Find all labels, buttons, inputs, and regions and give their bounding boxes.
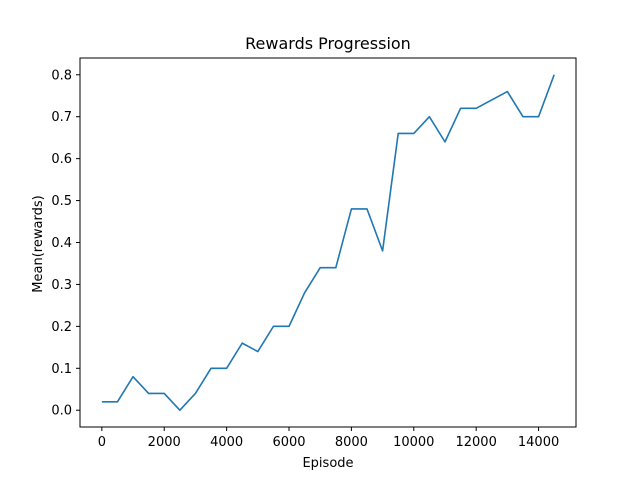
y-tick-label: 0.6 bbox=[51, 152, 72, 167]
plot-area bbox=[79, 57, 577, 428]
y-tick-label: 0.7 bbox=[51, 110, 72, 125]
y-tick-label: 0.1 bbox=[51, 362, 72, 377]
x-tick-label: 8000 bbox=[335, 435, 368, 450]
x-axis-ticks: 0 2000 4000 6000 8000 10000 12000 14000 bbox=[98, 427, 559, 450]
x-tick-label: 14000 bbox=[518, 435, 559, 450]
x-tick-label: 10000 bbox=[393, 435, 434, 450]
x-tick-label: 0 bbox=[98, 435, 106, 450]
y-axis-ticks: 0.0 0.1 0.2 0.3 0.4 0.5 0.6 0.7 0.8 bbox=[51, 68, 80, 419]
y-tick-label: 0.2 bbox=[51, 320, 72, 335]
y-tick-label: 0.5 bbox=[51, 194, 72, 209]
y-tick-label: 0.3 bbox=[51, 278, 72, 293]
x-tick-label: 6000 bbox=[272, 435, 305, 450]
x-tick-label: 12000 bbox=[455, 435, 496, 450]
x-axis-label: Episode bbox=[302, 456, 353, 471]
x-tick-label: 2000 bbox=[148, 435, 181, 450]
chart-title: Rewards Progression bbox=[245, 34, 411, 53]
y-tick-label: 0.8 bbox=[51, 68, 72, 83]
x-tick-label: 4000 bbox=[210, 435, 243, 450]
y-tick-label: 0.0 bbox=[51, 404, 72, 419]
y-axis-label: Mean(rewards) bbox=[31, 195, 46, 292]
series-line bbox=[101, 74, 555, 412]
axes-frame bbox=[79, 57, 577, 428]
series-layer bbox=[101, 74, 555, 412]
y-tick-label: 0.4 bbox=[51, 236, 72, 251]
